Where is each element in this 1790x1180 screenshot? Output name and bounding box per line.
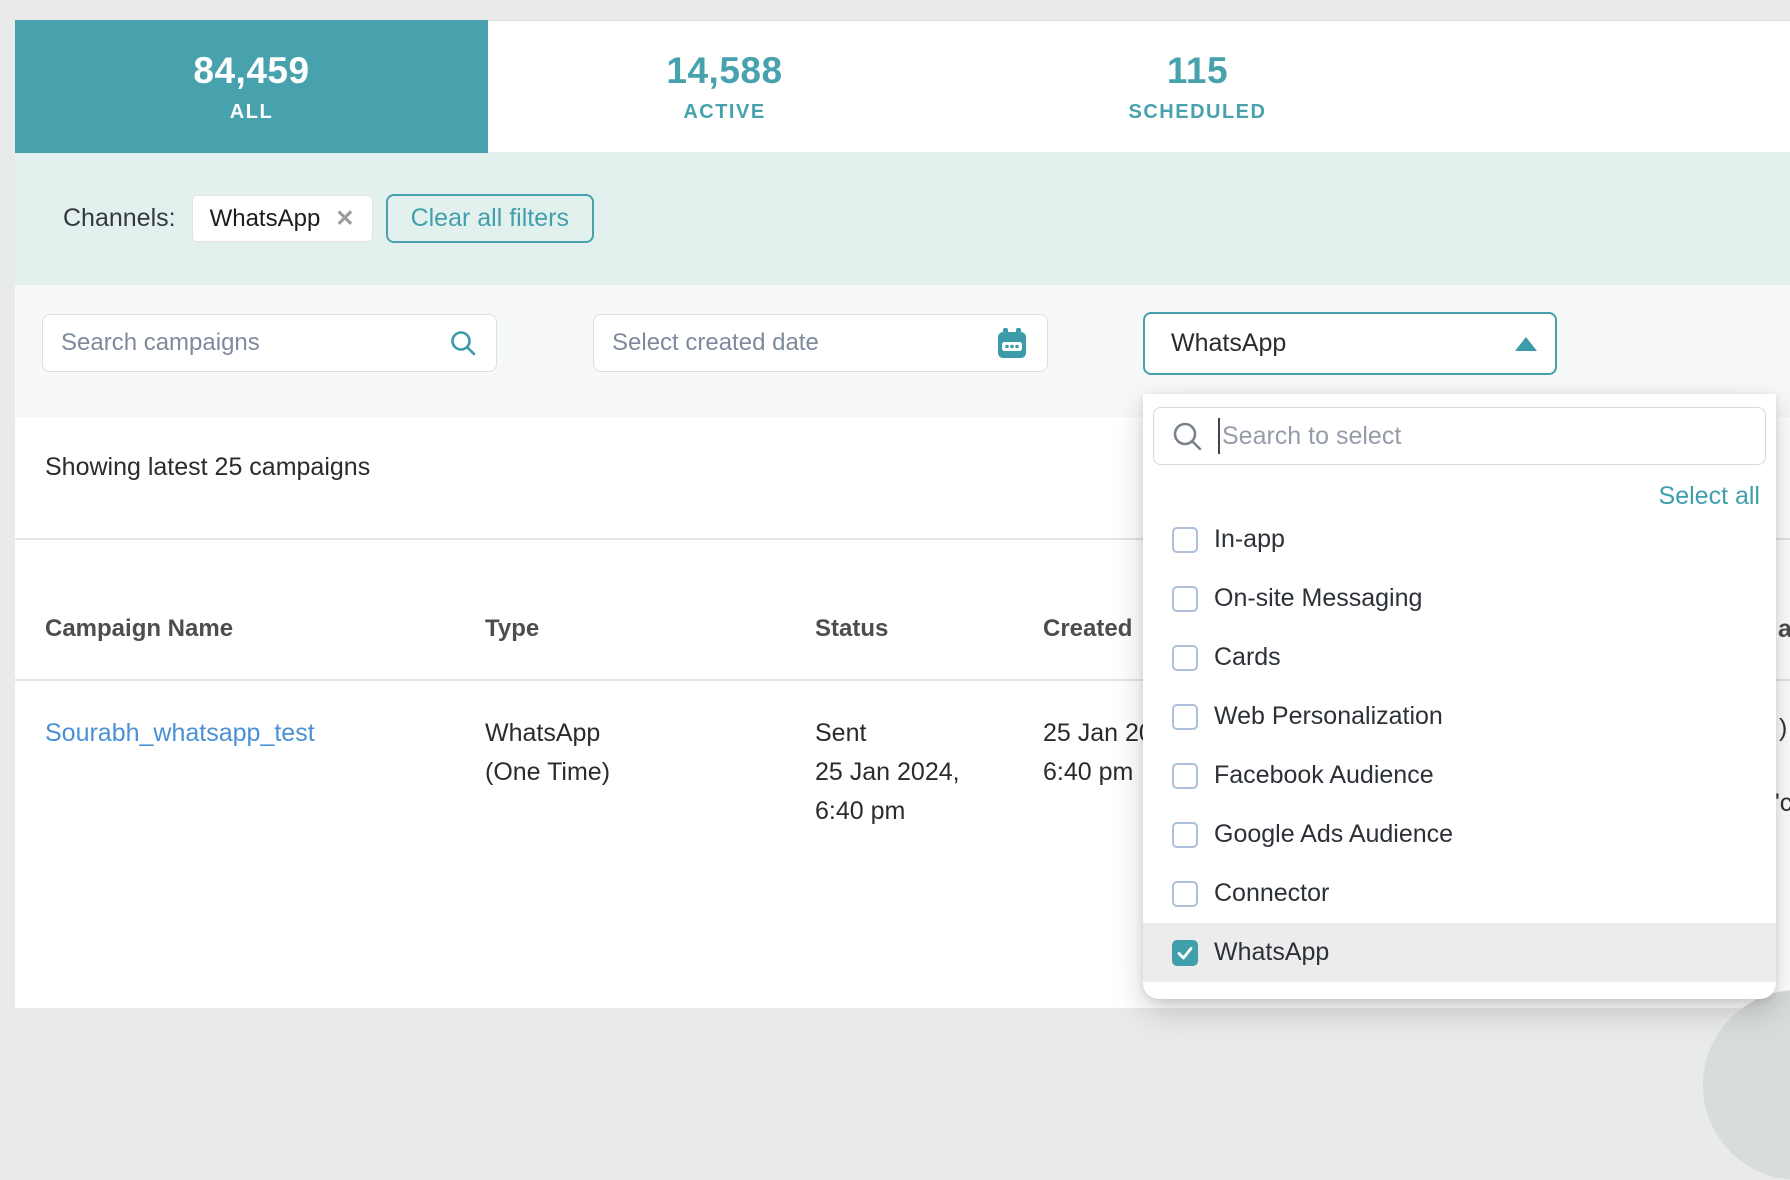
- tab-all-label: ALL: [229, 100, 274, 123]
- channel-option-label: On-site Messaging: [1214, 584, 1423, 612]
- channel-option[interactable]: Google Ads Audience: [1143, 805, 1776, 864]
- status-line: 25 Jan 2024,: [815, 758, 960, 786]
- created-line: 6:40 pm: [1043, 758, 1134, 786]
- channel-checkbox[interactable]: [1172, 585, 1198, 612]
- channel-option[interactable]: Connector: [1143, 864, 1776, 923]
- channel-option-label: Facebook Audience: [1214, 761, 1434, 789]
- type-line: WhatsApp: [485, 719, 601, 747]
- campaigns-card: 84,459 ALL 14,588 ACTIVE 115 SCHEDULED C…: [15, 20, 1790, 1008]
- toolbar: Search campaigns Select created date Wha…: [15, 285, 1790, 417]
- tab-scheduled[interactable]: 115 SCHEDULED: [961, 21, 1434, 153]
- chip-remove-icon[interactable]: ✕: [335, 205, 355, 231]
- channel-option[interactable]: WhatsApp: [1143, 923, 1776, 982]
- status-tabs: 84,459 ALL 14,588 ACTIVE 115 SCHEDULED: [15, 20, 1790, 153]
- search-icon: [451, 331, 476, 356]
- table-row-created: 25 Jan 20 6:40 pm: [1043, 714, 1153, 792]
- channel-filter-chip[interactable]: WhatsApp ✕: [191, 195, 373, 242]
- dropdown-search-placeholder: Search to select: [1222, 421, 1402, 450]
- channel-option-label: Google Ads Audience: [1214, 820, 1454, 848]
- select-all-link[interactable]: Select all: [1658, 481, 1760, 510]
- check-icon: [1177, 946, 1193, 959]
- campaign-link[interactable]: Sourabh_whatsapp_test: [45, 719, 315, 747]
- chip-label: WhatsApp: [209, 204, 321, 232]
- tab-active-label: ACTIVE: [683, 101, 766, 123]
- table-row-campaign-name: Sourabh_whatsapp_test: [45, 714, 315, 753]
- chevron-up-icon: [1515, 336, 1537, 351]
- header-divider: [15, 679, 1790, 681]
- select-all-row: Select all: [1143, 465, 1776, 527]
- col-header-campaign-name: Campaign Name: [45, 615, 234, 642]
- tab-active-count: 14,588: [666, 50, 783, 91]
- channel-option[interactable]: In-app: [1143, 527, 1776, 569]
- channel-option[interactable]: Cards: [1143, 628, 1776, 687]
- search-campaigns-input[interactable]: Search campaigns: [42, 314, 497, 372]
- tab-all-count: 84,459: [193, 49, 310, 91]
- col-header-status: Status: [815, 615, 889, 642]
- channel-checkbox[interactable]: [1172, 821, 1198, 848]
- col-header-type: Type: [485, 615, 540, 642]
- channel-checkbox[interactable]: [1172, 644, 1198, 671]
- channel-checkbox[interactable]: [1172, 939, 1198, 966]
- tab-scheduled-count: 115: [1166, 50, 1229, 91]
- created-date-picker[interactable]: Select created date: [593, 314, 1048, 372]
- section-divider: [15, 538, 1790, 540]
- tab-all[interactable]: 84,459 ALL: [15, 20, 488, 153]
- status-line: Sent: [815, 719, 867, 747]
- tab-active[interactable]: 14,588 ACTIVE: [488, 21, 961, 153]
- row-edge-fragment: ): [1779, 714, 1788, 742]
- channel-option-label: WhatsApp: [1214, 938, 1330, 966]
- table-row-type: WhatsApp (One Time): [485, 714, 610, 792]
- channel-select[interactable]: WhatsApp: [1143, 312, 1557, 375]
- floating-widget-cutoff[interactable]: [1703, 990, 1790, 1180]
- created-line: 25 Jan 20: [1043, 719, 1153, 747]
- channel-select-value: WhatsApp: [1171, 329, 1287, 357]
- results-summary: Showing latest 25 campaigns: [45, 453, 371, 481]
- type-line: (One Time): [485, 758, 611, 786]
- channel-checkbox[interactable]: [1172, 762, 1198, 789]
- channels-label: Channels:: [63, 204, 176, 232]
- channel-option[interactable]: On-site Messaging: [1143, 569, 1776, 628]
- text-cursor: [1218, 418, 1220, 454]
- channel-option[interactable]: Web Personalization: [1143, 687, 1776, 746]
- channel-options-list: In-app On-site Messaging Cards Web Perso…: [1143, 527, 1776, 999]
- channel-option-label: In-app: [1214, 527, 1285, 553]
- status-line: 6:40 pm: [815, 797, 906, 825]
- tab-scheduled-label: SCHEDULED: [1128, 101, 1267, 123]
- channel-checkbox[interactable]: [1172, 703, 1198, 730]
- search-icon: [1173, 422, 1202, 451]
- row-edge-fragment: 'c: [1775, 789, 1790, 817]
- channel-checkbox[interactable]: [1172, 527, 1198, 553]
- clear-all-filters-button[interactable]: Clear all filters: [385, 194, 594, 243]
- dropdown-search-input[interactable]: Search to select: [1153, 407, 1766, 465]
- channel-option-label: Cards: [1214, 643, 1281, 671]
- created-date-placeholder: Select created date: [612, 329, 819, 356]
- channel-checkbox[interactable]: [1172, 880, 1198, 907]
- col-header-partial: a: [1778, 615, 1790, 643]
- channel-option-label: Connector: [1214, 879, 1330, 907]
- applied-filters-bar: Channels: WhatsApp ✕ Clear all filters: [15, 152, 1790, 285]
- search-campaigns-placeholder: Search campaigns: [61, 329, 260, 356]
- col-header-created: Created: [1043, 615, 1133, 642]
- channel-option-label: Web Personalization: [1214, 702, 1443, 730]
- channel-option[interactable]: Facebook Audience: [1143, 746, 1776, 805]
- channel-dropdown-panel: Search to select Select all In-app On-si…: [1143, 394, 1776, 999]
- calendar-icon: [998, 328, 1026, 358]
- table-row-status: Sent 25 Jan 2024, 6:40 pm: [815, 714, 960, 831]
